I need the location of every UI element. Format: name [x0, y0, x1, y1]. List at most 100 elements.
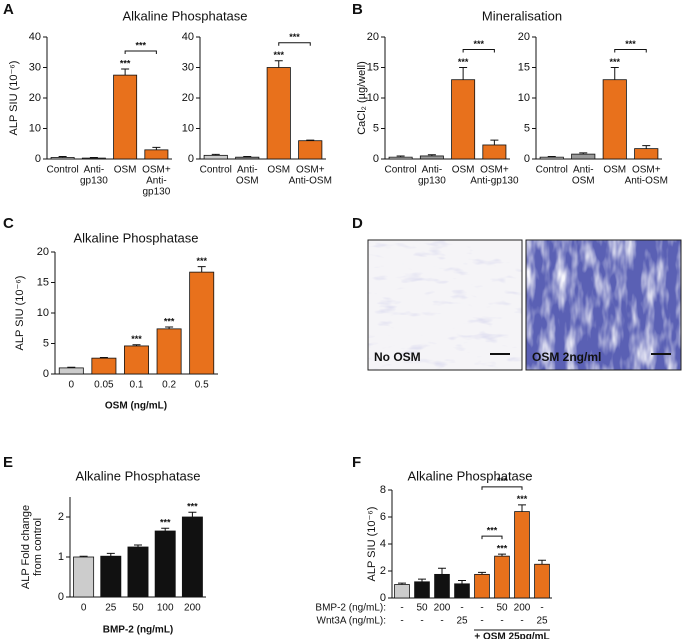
significance: ***	[131, 334, 142, 344]
error-bar	[58, 156, 67, 158]
frame	[367, 239, 523, 371]
x-tick-label: OSM	[603, 165, 626, 176]
bracket-label: ***	[135, 40, 146, 50]
x-tick-label: OSM	[236, 176, 259, 187]
x-tick-label: OSM+	[296, 165, 325, 176]
panel-letter: C	[3, 215, 14, 232]
error-bar	[197, 266, 206, 273]
error-bar	[418, 578, 426, 582]
y-tick-label: 8	[380, 484, 386, 496]
x-tick-label: Anti-OSM	[625, 176, 668, 187]
y-tick-label: 10	[518, 92, 530, 104]
bar	[451, 79, 476, 160]
x-tick-label: -	[480, 603, 483, 614]
panel-letter: F	[352, 454, 361, 471]
y-tick-label: 20	[29, 92, 41, 104]
bar	[434, 573, 450, 599]
panel-letter: E	[3, 454, 13, 471]
bar	[514, 511, 530, 599]
x-tick-label: -	[480, 616, 483, 627]
y-axis-label: ALP SIU (10⁻⁶)	[8, 61, 20, 136]
y-tick-label: 0	[35, 153, 41, 165]
y-tick-label: 0	[380, 592, 386, 604]
bar	[482, 144, 507, 160]
bracket-label: ***	[497, 476, 508, 486]
error-bar	[398, 582, 406, 585]
x-tick-label: Anti-gp130	[470, 176, 519, 187]
bar	[73, 556, 95, 598]
bracket	[481, 486, 523, 490]
panel-letter: B	[352, 1, 363, 18]
bar	[419, 155, 444, 160]
bar	[124, 345, 149, 375]
x-tick-label: OSM	[114, 165, 137, 176]
x-tick-label: -	[400, 603, 403, 614]
x-tick-label: Anti-	[146, 176, 167, 187]
bar	[50, 157, 75, 160]
error-bar	[438, 567, 446, 575]
x-tick-label: Anti-	[422, 165, 443, 176]
y-tick-label: 30	[182, 61, 194, 73]
x-tick-label: gp130	[142, 187, 170, 198]
x-tick-label: OSM+	[142, 165, 171, 176]
bar	[474, 573, 490, 599]
error-bar	[498, 553, 506, 557]
significance: ***	[164, 316, 175, 326]
y-tick-label: 6	[380, 511, 386, 523]
error-bar	[152, 146, 161, 150]
error-bar	[161, 527, 170, 531]
bar	[127, 546, 149, 598]
x-axis-label: BMP-2 (ng/mL)	[103, 625, 174, 636]
x-tick-label: 50	[132, 603, 144, 614]
bracket	[462, 49, 495, 53]
y-tick-label: 1	[58, 551, 64, 563]
frame	[525, 239, 682, 371]
error-bar	[89, 156, 98, 159]
x-tick-label: 0.5	[195, 380, 209, 391]
significance: ***	[458, 57, 469, 67]
error-bar	[478, 571, 486, 575]
bracket-label: ***	[473, 39, 484, 49]
y-tick-label: 4	[380, 538, 386, 550]
y-tick-label: 2	[58, 511, 64, 523]
bracket	[278, 42, 311, 46]
y-tick-label: 10	[182, 122, 194, 134]
y-tick-label: 0	[58, 591, 64, 603]
x-tick-label: 100	[157, 603, 174, 614]
bracket-label: ***	[625, 39, 636, 49]
x-tick-label: OSM	[452, 165, 475, 176]
bar	[189, 271, 215, 375]
micrograph-texture	[526, 240, 681, 370]
bracket-label: ***	[487, 526, 498, 536]
bar	[394, 584, 410, 599]
y-axis-label: ALP Fold change	[20, 505, 32, 589]
x-tick-label: 25	[456, 616, 468, 627]
x-tick-label: Control	[200, 165, 232, 176]
error-bar	[490, 139, 499, 145]
x-tick-label: -	[540, 603, 543, 614]
bar	[534, 563, 550, 599]
chart-title: Alkaline Phosphatase	[122, 8, 247, 23]
bar	[91, 357, 117, 375]
y-tick-label: 0	[43, 368, 49, 380]
x-tick-label: 0.05	[94, 380, 114, 391]
x-tick-label: Anti-	[573, 165, 594, 176]
y-tick-label: 20	[367, 31, 379, 43]
bar	[414, 581, 430, 599]
x-tick-label: Control	[385, 165, 417, 176]
x-tick-label: Control	[536, 165, 568, 176]
y-tick-label: 0	[373, 153, 379, 165]
y-tick-label: 15	[518, 61, 530, 73]
x-tick-label: 25	[105, 603, 117, 614]
error-bar	[610, 67, 619, 80]
chart-title: Alkaline Phosphatase	[75, 468, 200, 483]
error-bar	[67, 366, 76, 368]
bar	[454, 583, 470, 599]
error-bar	[547, 156, 556, 158]
x-tick-label: 200	[184, 603, 201, 614]
error-bar	[79, 555, 88, 557]
error-bar	[306, 139, 315, 141]
y-tick-label: 30	[29, 61, 41, 73]
group-label: + OSM 25pg/mL	[474, 632, 549, 639]
bracket	[614, 49, 647, 53]
